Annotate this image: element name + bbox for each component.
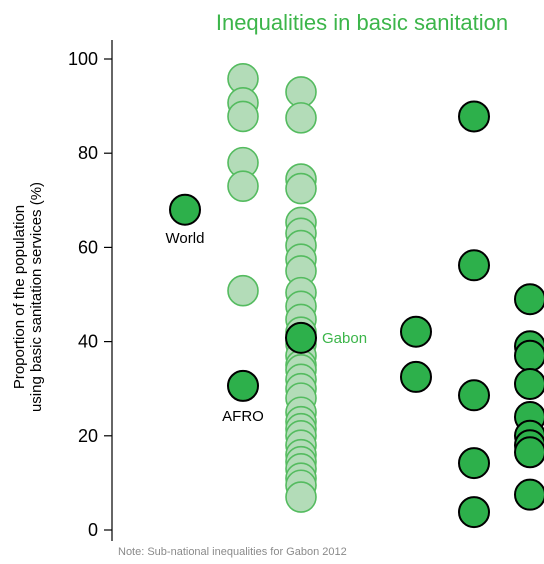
data-point [514, 436, 544, 469]
data-point [227, 274, 259, 307]
data-point [285, 172, 317, 205]
annotation-afro: AFRO [222, 408, 264, 425]
annotation-world: World [166, 230, 205, 247]
chart-note: Note: Sub-national inequalities for Gabo… [118, 546, 347, 558]
data-point [458, 249, 490, 282]
data-point [458, 496, 490, 529]
data-point [458, 447, 490, 480]
data-point [514, 339, 544, 372]
data-point [514, 367, 544, 400]
data-point [514, 283, 544, 316]
data-point [458, 100, 490, 133]
data-point [400, 360, 432, 393]
data-points [169, 62, 544, 529]
data-point [458, 379, 490, 412]
y-axis-label-line-2: using basic sanitation services (%) [28, 182, 45, 412]
y-tick-label: 40 [78, 332, 98, 352]
y-tick-label: 0 [88, 520, 98, 540]
data-point [285, 321, 317, 354]
data-point [227, 369, 259, 402]
y-tick-label: 100 [68, 49, 98, 69]
y-axis-ticks: 0 20 40 60 80 100 [68, 49, 112, 540]
data-point [227, 170, 259, 202]
y-tick-label: 60 [78, 237, 98, 257]
data-point [169, 193, 201, 226]
y-tick-label: 20 [78, 426, 98, 446]
data-point [514, 478, 544, 511]
data-point [285, 102, 317, 134]
chart-title: Inequalities in basic sanitation [216, 10, 508, 35]
annotation-gabon: Gabon [322, 330, 367, 347]
y-tick-label: 80 [78, 143, 98, 163]
y-axis-label-line-1: Proportion of the population [11, 205, 28, 389]
data-point [285, 481, 317, 513]
data-point [400, 315, 432, 348]
data-point [227, 100, 259, 133]
